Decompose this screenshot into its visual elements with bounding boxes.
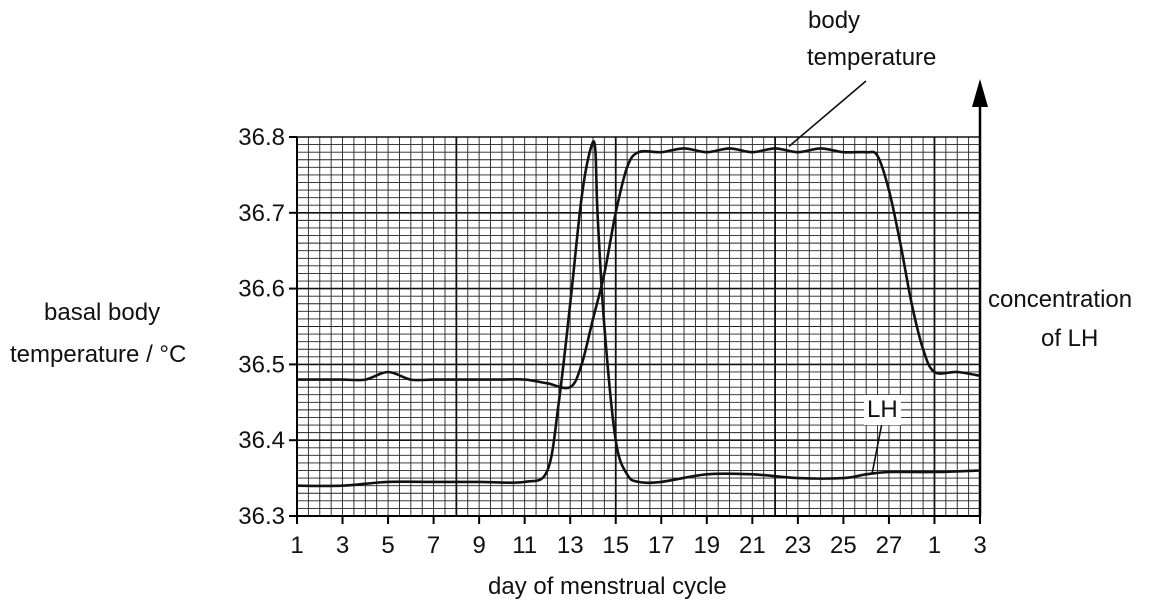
annotations <box>788 80 883 475</box>
y-axis-left-label-line1: basal body <box>44 299 161 326</box>
y-axis-left-label-line2: temperature / °C <box>10 341 187 368</box>
y-tick-label: 36.7 <box>238 200 285 227</box>
series-group <box>296 139 981 488</box>
y-tick-label: 36.5 <box>238 351 285 378</box>
x-tick-label: 13 <box>557 532 584 559</box>
x-tick-label: 15 <box>602 532 629 559</box>
y-tick-label: 36.6 <box>238 276 285 303</box>
y-tick-label: 36.4 <box>238 427 285 454</box>
x-tick-label: 21 <box>739 532 766 559</box>
x-tick-label: 1 <box>928 532 941 559</box>
x-tick-label: 7 <box>427 532 440 559</box>
x-tick-label: 27 <box>876 532 903 559</box>
x-tick-label: 3 <box>973 532 986 559</box>
x-tick-label: 19 <box>693 532 720 559</box>
y-tick-label: 36.8 <box>238 124 285 151</box>
x-tick-label: 5 <box>381 532 394 559</box>
x-axis-label: day of menstrual cycle <box>488 573 727 600</box>
axes <box>296 79 988 517</box>
x-tick-label: 11 <box>512 532 537 559</box>
annotation-body-temperature-line1: body <box>808 7 861 34</box>
annotation-body-temperature-line2: temperature <box>807 44 937 71</box>
annotation-lh-leader <box>871 422 883 475</box>
x-tick-label: 9 <box>472 532 485 559</box>
series-body-temperature-line <box>296 147 981 390</box>
x-tick-label: 23 <box>785 532 812 559</box>
y-tick-label: 36.3 <box>238 503 285 530</box>
series-lh-line <box>296 139 981 488</box>
annotation-body-temperature-leader <box>788 80 867 147</box>
x-tick-label: 25 <box>830 532 857 559</box>
x-tick-label: 1 <box>290 532 303 559</box>
x-tick-label: 3 <box>336 532 349 559</box>
y-axis-right-label-line1: concentration <box>988 286 1133 313</box>
y-axis-right-label-line2: of LH <box>1041 325 1099 352</box>
tick-labels: 36.336.436.536.636.736.81 3 5 7 9 11 13 15 17 19 2… <box>238 124 986 559</box>
y-axis-right-arrow <box>972 79 988 107</box>
x-tick-label: 17 <box>648 532 675 559</box>
annotation-lh-label: LH <box>864 395 901 425</box>
minor-gridlines <box>296 136 981 517</box>
